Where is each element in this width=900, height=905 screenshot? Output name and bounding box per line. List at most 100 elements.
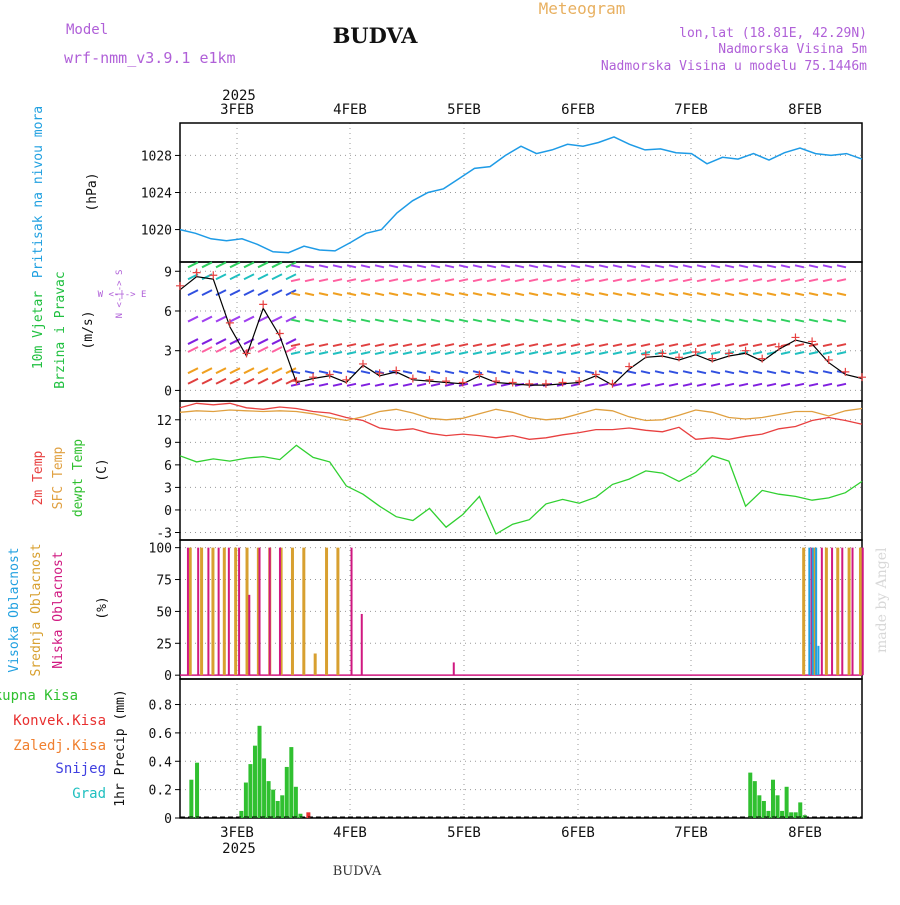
wind-gust-marker xyxy=(774,342,783,351)
wind-arrow xyxy=(243,315,255,323)
wind-gust-marker xyxy=(375,369,384,378)
wind-arrow xyxy=(570,264,581,269)
y-tick-label: 0.8 xyxy=(149,699,172,714)
wind-arrow xyxy=(598,292,609,297)
wind-arrow xyxy=(332,370,343,375)
wind-arrow xyxy=(290,351,301,355)
wind-arrow xyxy=(486,278,497,283)
precip-total-bar xyxy=(766,810,771,818)
wind-gust-marker xyxy=(192,268,201,277)
mid-cloud-bar xyxy=(200,547,204,676)
wind-arrow xyxy=(257,346,269,353)
precip-total-bar xyxy=(784,786,789,818)
wind-gust-marker xyxy=(325,370,334,379)
wind-arrow xyxy=(668,292,679,297)
x-tick-label-top: 7FEB xyxy=(674,102,708,118)
wind-arrow xyxy=(584,278,595,283)
y-tick-label: 0 xyxy=(164,669,172,684)
wind-arrow xyxy=(318,278,329,283)
wind-arrow xyxy=(229,367,241,375)
wind-arrow xyxy=(612,382,623,387)
wind-arrow xyxy=(430,343,441,348)
wind-arrow xyxy=(556,278,567,283)
wind-arrow xyxy=(229,338,241,345)
wind-arrow xyxy=(500,382,511,387)
wind-arrow xyxy=(346,264,357,269)
wind-arrow xyxy=(201,377,213,385)
wind-arrow xyxy=(271,338,283,345)
x-tick-label-top: 5FEB xyxy=(447,102,481,118)
x-tick-label-top: 8FEB xyxy=(788,102,822,118)
compass-ns: N <-|-> S xyxy=(115,270,125,319)
wind-arrow xyxy=(626,292,637,297)
wind-gust-marker xyxy=(458,378,467,387)
wind-arrow xyxy=(215,377,227,385)
wind-arrow xyxy=(822,343,833,348)
wind-arrow xyxy=(201,338,213,345)
wind-arrow xyxy=(360,382,371,387)
wind-gust-marker xyxy=(758,354,767,363)
wind-arrow xyxy=(640,382,651,387)
wind-arrow xyxy=(696,351,707,355)
wind-arrow xyxy=(612,292,623,297)
mid-cloud-bar xyxy=(336,547,340,676)
wind-arrow xyxy=(612,318,623,323)
precip-conv-bar xyxy=(306,812,311,818)
wind-arrow xyxy=(318,343,329,348)
x-tick-label-bottom: 7FEB xyxy=(674,825,708,841)
wind-arrow xyxy=(388,343,399,348)
wind-arrow xyxy=(444,318,455,323)
wind-arrow xyxy=(710,382,721,387)
wind-gust-marker xyxy=(508,378,517,387)
high-cloud-bar xyxy=(815,547,818,676)
wind-arrow xyxy=(780,292,791,297)
wind-arrow xyxy=(271,261,283,269)
mid-cloud-bar xyxy=(211,547,215,676)
wind-arrow xyxy=(514,370,525,375)
mid-cloud-bar xyxy=(245,547,249,676)
cloud-axis-label-1: Visoka Oblacnost xyxy=(7,547,22,672)
wind-arrow xyxy=(836,278,847,283)
wind-arrow xyxy=(271,346,283,353)
mid-cloud-bar xyxy=(858,547,862,676)
wind-arrow xyxy=(458,370,469,375)
wind-arrow xyxy=(332,318,343,323)
wind-gust-marker xyxy=(425,375,434,384)
wind-arrow xyxy=(304,264,315,269)
wind-arrow xyxy=(682,382,693,387)
wind-arrow xyxy=(682,318,693,323)
wind-arrow xyxy=(388,382,399,387)
wind-arrow xyxy=(346,382,357,387)
y-tick-label: 0 xyxy=(164,504,172,519)
wind-arrow xyxy=(486,264,497,269)
wind-gust-marker xyxy=(858,373,866,382)
wind-arrow xyxy=(257,289,269,296)
wind-arrow xyxy=(318,264,329,269)
wind-arrow xyxy=(640,278,651,283)
wind-arrow xyxy=(285,338,297,345)
wind-arrow xyxy=(710,343,721,348)
wind-arrow xyxy=(444,343,455,348)
wind-arrow xyxy=(271,367,283,375)
wind-gust-marker xyxy=(525,379,534,388)
wind-gust-marker xyxy=(292,377,301,386)
wind-arrow xyxy=(528,370,539,375)
year-bottom: 2025 xyxy=(222,841,256,857)
x-tick-label-bottom: 6FEB xyxy=(561,825,595,841)
wind-gust-marker xyxy=(176,281,184,290)
wind-arrow xyxy=(836,382,847,387)
temp-sfc-line xyxy=(179,407,863,422)
wind-arrow xyxy=(243,289,255,296)
mid-cloud-bar xyxy=(813,547,817,676)
wind-arrow xyxy=(500,343,511,348)
wind-arrow xyxy=(640,318,651,323)
wind-arrow xyxy=(500,292,511,297)
wind-arrow xyxy=(682,351,693,355)
wind-arrow xyxy=(304,370,315,375)
wind-gust-marker xyxy=(242,349,251,358)
high-cloud-bar xyxy=(817,645,820,676)
wind-arrow xyxy=(243,377,255,385)
y-tick-label: 1020 xyxy=(141,224,172,239)
wind-arrow xyxy=(201,346,213,353)
